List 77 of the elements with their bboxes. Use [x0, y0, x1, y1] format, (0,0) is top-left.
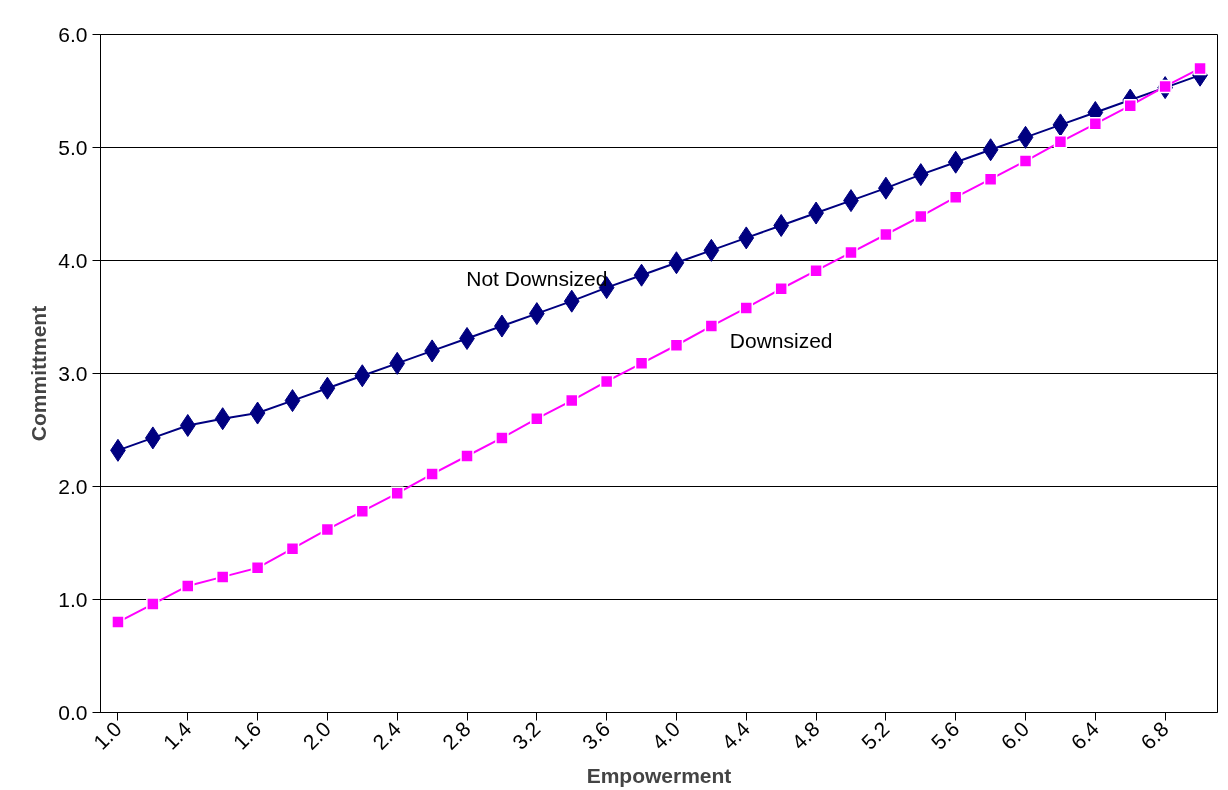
point: [1123, 98, 1137, 113]
point: [633, 263, 650, 287]
x-tick-label: 4.4: [717, 716, 755, 754]
point: [390, 486, 404, 501]
point: [355, 504, 370, 519]
point: [425, 467, 439, 481]
point: [320, 522, 335, 537]
point: [947, 150, 964, 174]
point: [181, 579, 195, 593]
point: [215, 570, 230, 584]
y-tick-label: 5.0: [58, 135, 88, 159]
x-tick-label: 6.8: [1136, 717, 1173, 754]
point: [214, 407, 231, 431]
point: [809, 263, 823, 278]
y-tick-label: 4.0: [58, 248, 88, 272]
point: [912, 163, 929, 187]
y-tick-label: 1.0: [58, 587, 88, 611]
point: [564, 393, 579, 408]
x-tick-label: 3.6: [577, 717, 615, 754]
point: [285, 541, 300, 556]
point: [528, 302, 545, 326]
x-tick-label: 1.4: [158, 716, 196, 754]
point: [738, 226, 755, 250]
point: [249, 401, 266, 425]
point: [563, 289, 580, 313]
x-tick-label: 4.0: [647, 717, 685, 754]
y-axis-title: Committment: [27, 305, 51, 442]
x-tick-label: 5.6: [926, 717, 964, 754]
point: [250, 561, 265, 575]
x-tick-label: 2.4: [368, 716, 406, 754]
x-tick-label: 4.8: [786, 717, 824, 754]
x-tick-label: 2.8: [437, 717, 475, 754]
y-tick-label: 0.0: [58, 700, 88, 724]
point: [1193, 61, 1207, 76]
point: [669, 338, 684, 352]
point: [389, 351, 406, 375]
point: [284, 389, 301, 413]
x-tick-label: 6.4: [1066, 716, 1104, 754]
point: [983, 172, 998, 186]
y-tick-label: 6.0: [58, 22, 88, 46]
point: [1088, 117, 1103, 131]
x-tick-label: 3.2: [507, 717, 545, 754]
point: [704, 319, 719, 333]
point: [146, 597, 160, 611]
point: [914, 209, 928, 224]
series-label: Not Downsized: [466, 266, 608, 290]
point: [879, 227, 893, 242]
point: [179, 413, 196, 437]
point: [703, 238, 720, 262]
point: [1052, 113, 1069, 137]
point: [460, 449, 474, 463]
point: [948, 190, 963, 204]
y-tick-label: 3.0: [58, 361, 88, 385]
y-tick-label: 2.0: [58, 474, 88, 498]
x-tick-label: 1.6: [228, 717, 266, 754]
x-tick-label: 2.0: [298, 717, 336, 754]
point: [844, 245, 858, 260]
x-tick-label: 6.0: [996, 717, 1034, 754]
point: [111, 615, 125, 629]
point: [774, 282, 788, 296]
x-tick-label: 5.2: [856, 717, 894, 754]
point: [599, 374, 614, 389]
point: [319, 376, 336, 400]
point: [982, 138, 999, 162]
point: [1018, 154, 1033, 168]
point: [1053, 135, 1068, 149]
point: [668, 251, 685, 275]
point: [739, 301, 754, 315]
point: [495, 431, 509, 445]
series-label: Downsized: [729, 328, 833, 352]
point: [1017, 125, 1034, 149]
point: [634, 356, 649, 371]
x-axis-title: Empowerment: [586, 764, 732, 788]
point: [354, 364, 371, 388]
point: [530, 411, 544, 426]
point: [773, 213, 790, 237]
x-tick-label: 1.0: [88, 717, 126, 754]
